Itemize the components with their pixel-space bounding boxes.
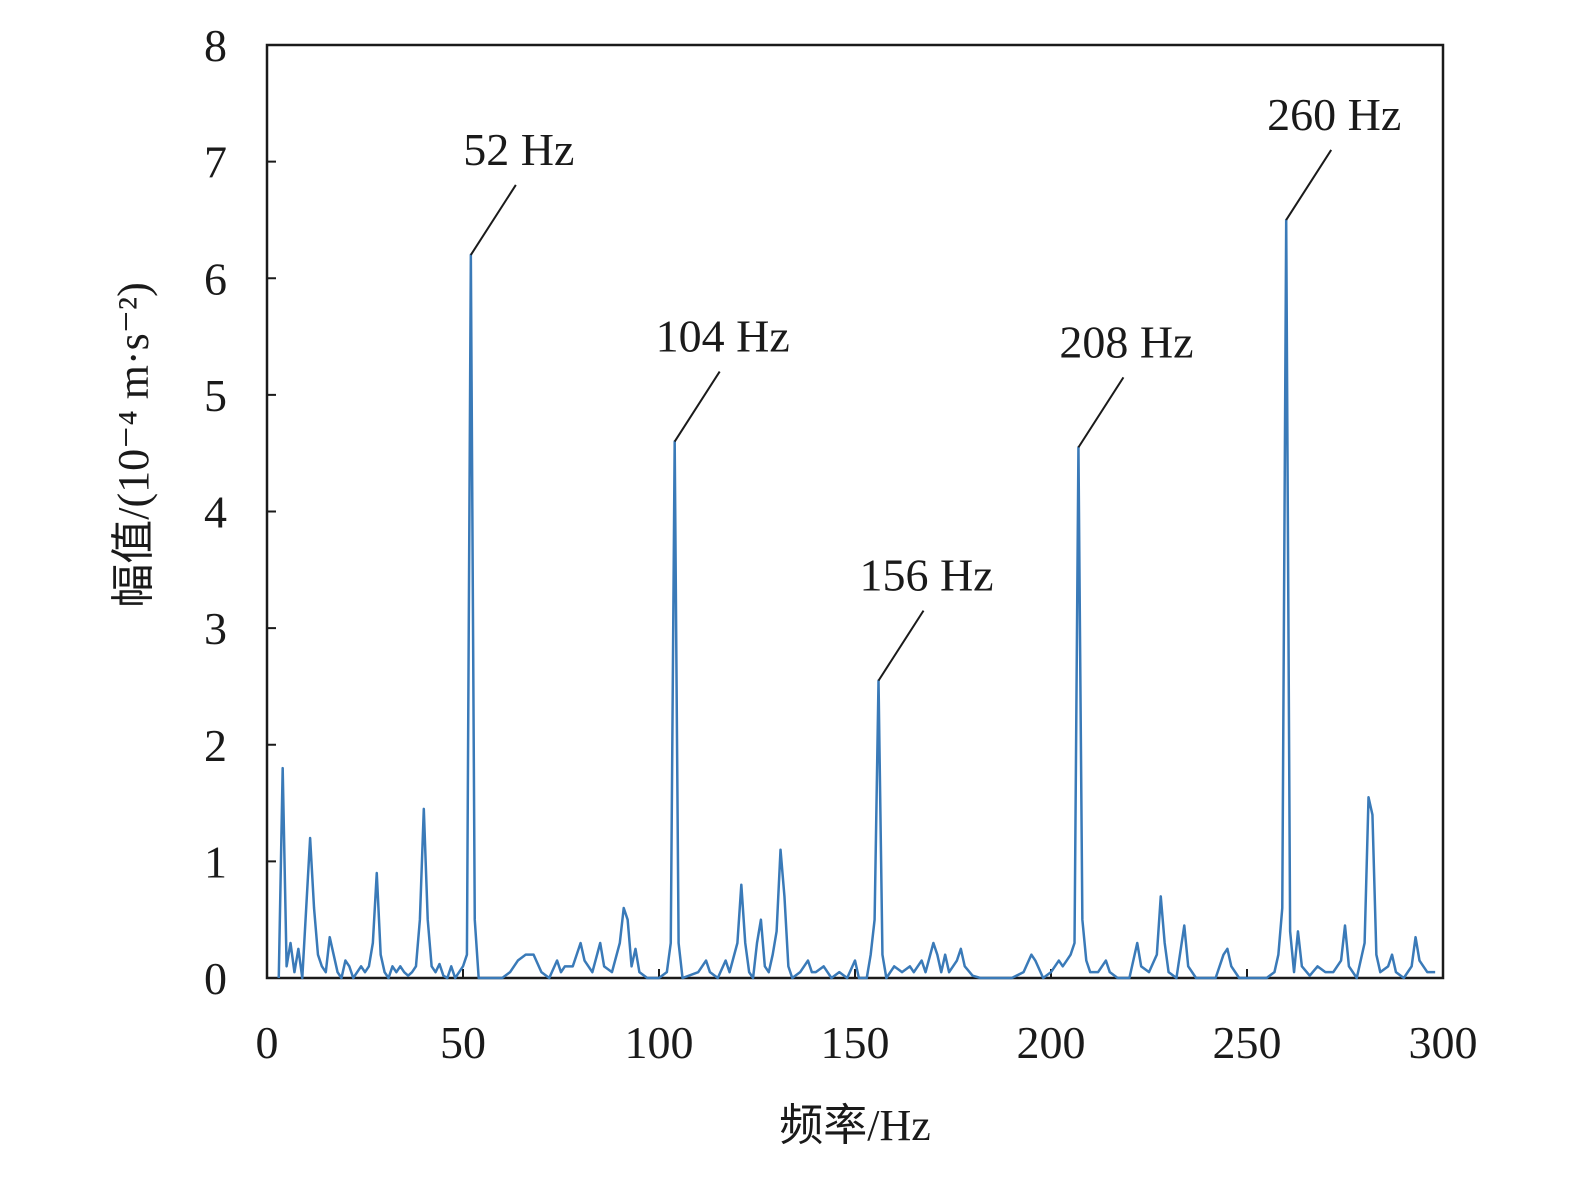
annotation-label: 260 Hz	[1267, 89, 1401, 140]
annotation-leader	[673, 370, 721, 443]
y-tick-label: 4	[204, 487, 227, 538]
y-tick-label: 8	[204, 20, 227, 71]
annotation-label: 156 Hz	[859, 550, 993, 601]
x-tick-label: 200	[1017, 1017, 1086, 1068]
x-tick-label: 50	[440, 1017, 486, 1068]
y-tick-label: 0	[204, 953, 227, 1004]
y-tick-label: 2	[204, 720, 227, 771]
annotation-label: 104 Hz	[656, 311, 790, 362]
annotation-leader	[469, 184, 517, 256]
spectrum-line	[277, 218, 1436, 980]
x-tick-label: 300	[1409, 1017, 1478, 1068]
annotation-label: 208 Hz	[1059, 316, 1193, 367]
y-tick-label: 6	[204, 253, 227, 304]
annotation-leader	[1285, 149, 1333, 221]
y-tick-label: 7	[204, 137, 227, 188]
plot-frame	[265, 43, 1445, 980]
x-tick-label: 0	[256, 1017, 279, 1068]
y-axis-label: 幅值/(10⁻⁴ m·s⁻²)	[109, 282, 158, 608]
y-tick-label: 1	[204, 836, 227, 887]
x-tick-label: 100	[625, 1017, 694, 1068]
y-tick-label: 5	[204, 370, 227, 421]
annotation-leader	[1077, 376, 1125, 448]
x-tick-label: 150	[821, 1017, 890, 1068]
annotation-label: 52 Hz	[463, 124, 574, 175]
annotation-leader	[877, 610, 925, 682]
x-axis-label: 频率/Hz	[779, 1101, 931, 1150]
x-tick-label: 250	[1213, 1017, 1282, 1068]
y-tick-label: 3	[204, 603, 227, 654]
